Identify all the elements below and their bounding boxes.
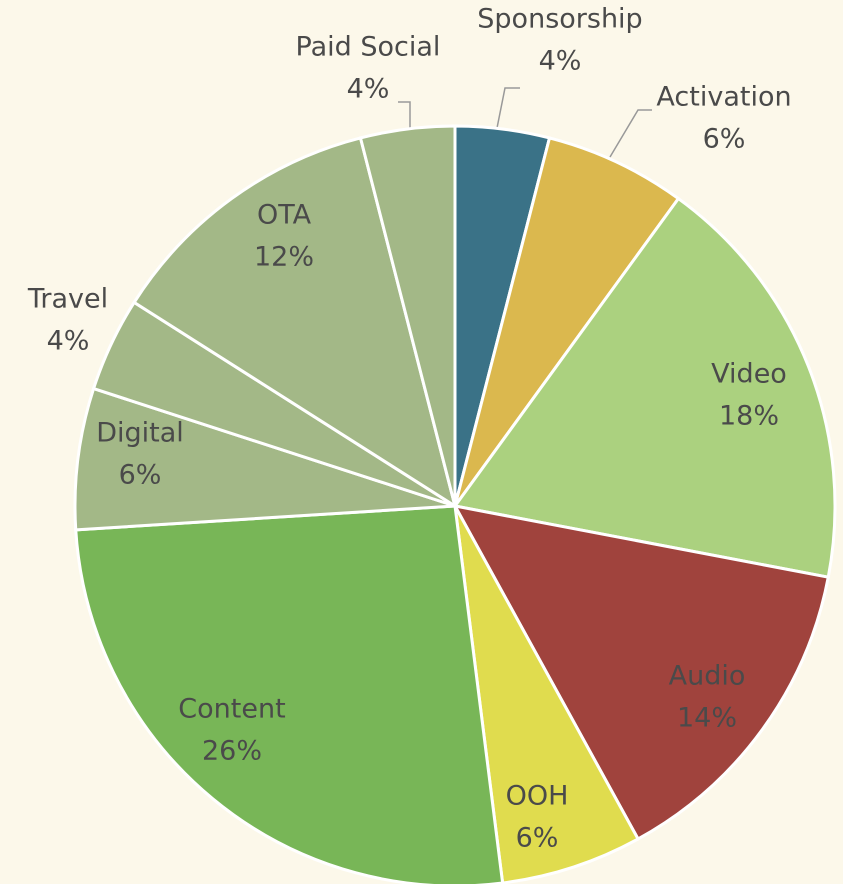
- pie-slice: [453, 505, 641, 884]
- value-label: 14%: [677, 703, 737, 734]
- value-label: 6%: [119, 460, 162, 491]
- value-label: 6%: [516, 823, 559, 854]
- slice-label: Sponsorship: [477, 4, 642, 35]
- pie-slice: [358, 124, 457, 507]
- slice-label: OTA: [257, 200, 312, 231]
- leader-line: [609, 109, 652, 158]
- value-label: 18%: [719, 401, 779, 432]
- slice-label: Video: [711, 359, 787, 390]
- slice-label: Travel: [27, 284, 108, 315]
- slice-label: Activation: [656, 82, 791, 113]
- slice-label: Content: [178, 694, 285, 725]
- pie-slice: [132, 136, 458, 510]
- value-label: 26%: [202, 736, 262, 767]
- pie-slice: [452, 196, 837, 579]
- pie-slice: [453, 136, 681, 507]
- value-label: 4%: [347, 74, 390, 105]
- value-label: 4%: [47, 326, 90, 357]
- leader-line: [398, 101, 411, 128]
- value-label: 4%: [539, 46, 582, 77]
- slice-label: Paid Social: [296, 32, 441, 63]
- pie-slice: [74, 504, 505, 884]
- value-label: 12%: [254, 242, 314, 273]
- pie-slice: [73, 386, 456, 532]
- value-label: 6%: [703, 124, 746, 155]
- slice-label: Digital: [96, 418, 184, 449]
- leader-line: [496, 87, 520, 129]
- pie-slice: [452, 503, 831, 842]
- slice-label: Audio: [669, 661, 746, 692]
- slice-label: OOH: [506, 781, 569, 812]
